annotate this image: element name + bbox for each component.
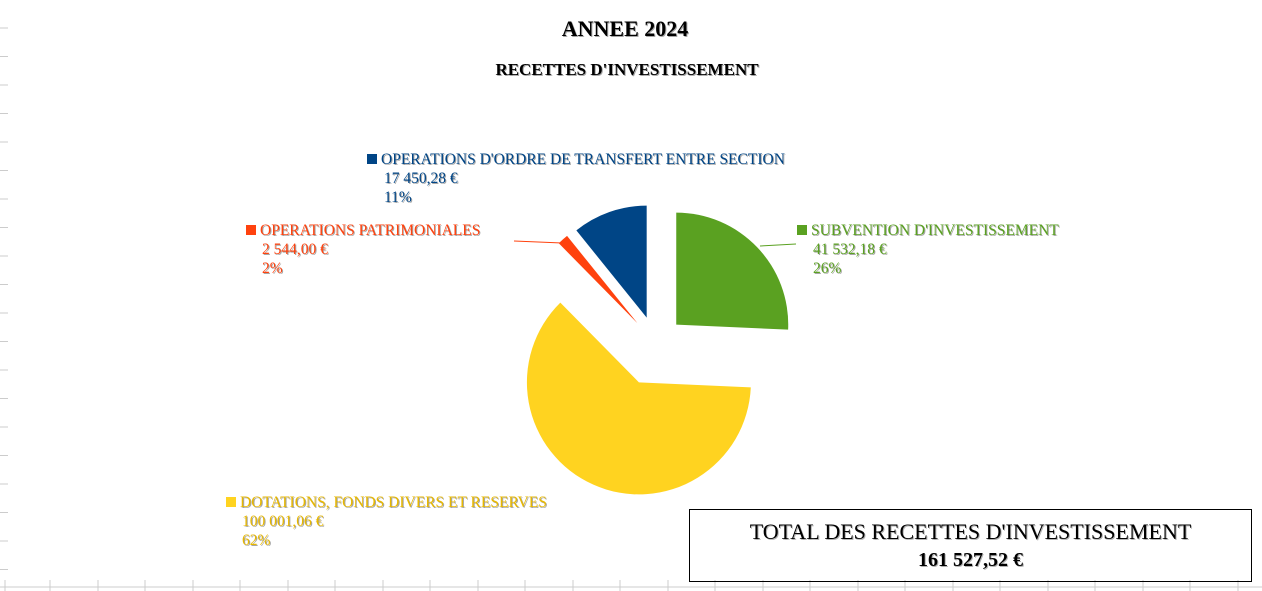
legend-swatch-icon bbox=[246, 225, 256, 235]
slice-percent: 62% bbox=[242, 532, 271, 549]
total-box: TOTAL DES RECETTES D'INVESTISSEMENT 161 … bbox=[689, 509, 1252, 582]
slice-value: 17 450,28 € bbox=[384, 170, 458, 187]
pie-slice bbox=[526, 302, 751, 495]
legend-swatch-icon bbox=[367, 154, 377, 164]
chart-title: ANNEE 2024 bbox=[561, 16, 689, 41]
total-value: 161 527,52 € bbox=[918, 549, 1023, 571]
slice-name: OPERATIONS PATRIMONIALES bbox=[260, 222, 481, 239]
data-label-subvention: SUBVENTION D'INVESTISSEMENT 41 532,18 € … bbox=[797, 221, 1059, 278]
data-label-patrimoniales: OPERATIONS PATRIMONIALES 2 544,00 € 2% bbox=[246, 221, 480, 278]
slice-name: SUBVENTION D'INVESTISSEMENT bbox=[811, 222, 1059, 239]
slice-name: OPERATIONS D'ORDRE DE TRANSFERT ENTRE SE… bbox=[381, 151, 785, 168]
pie-slice bbox=[676, 212, 789, 330]
slice-percent: 2% bbox=[262, 260, 283, 277]
slice-value: 100 001,06 € bbox=[242, 513, 324, 530]
slice-value: 41 532,18 € bbox=[813, 241, 887, 258]
data-label-dotations: DOTATIONS, FONDS DIVERS ET RESERVES 100 … bbox=[226, 493, 547, 550]
chart-subtitle: RECETTES D'INVESTISSEMENT bbox=[495, 60, 759, 79]
data-label-transfert: OPERATIONS D'ORDRE DE TRANSFERT ENTRE SE… bbox=[367, 150, 785, 207]
pie-slice bbox=[558, 235, 638, 324]
slice-percent: 11% bbox=[384, 189, 412, 206]
slice-value: 2 544,00 € bbox=[262, 241, 328, 258]
leader-line bbox=[513, 240, 563, 244]
pie-slice bbox=[576, 205, 647, 318]
legend-swatch-icon bbox=[797, 225, 807, 235]
legend-swatch-icon bbox=[226, 497, 236, 507]
leader-line bbox=[759, 243, 797, 247]
slice-name: DOTATIONS, FONDS DIVERS ET RESERVES bbox=[240, 494, 547, 511]
total-label: TOTAL DES RECETTES D'INVESTISSEMENT bbox=[749, 519, 1192, 544]
slice-percent: 26% bbox=[813, 260, 842, 277]
